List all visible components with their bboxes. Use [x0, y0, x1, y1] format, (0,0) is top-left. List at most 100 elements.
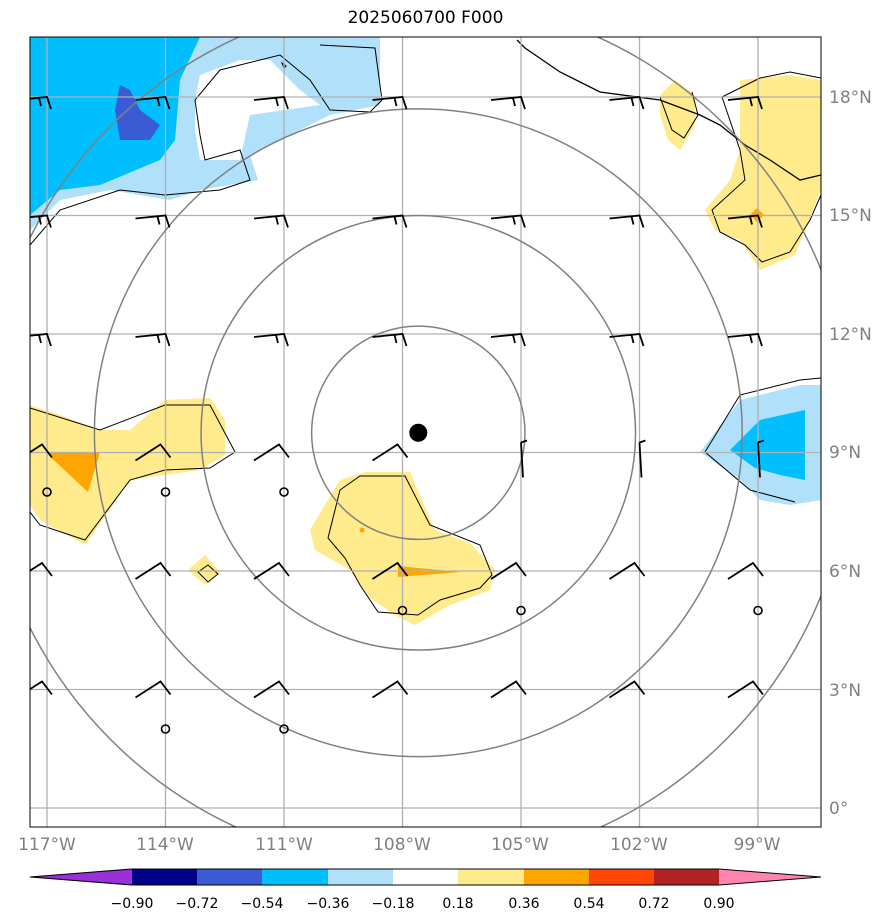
lon-label: 105°W: [491, 835, 549, 855]
wind-barb: [253, 443, 290, 462]
longitude-labels: 117°W 114°W 111°W 108°W 105°W 102°W 99°W: [18, 835, 781, 855]
wind-barb: [30, 214, 52, 228]
wind-barb: [30, 333, 52, 347]
wind-barb: [135, 443, 172, 462]
anomaly-contours: [30, 44, 821, 616]
wind-barb: [30, 561, 53, 577]
lat-label: 12°N: [829, 325, 872, 345]
wind-barb: [372, 333, 408, 347]
wind-barb: [609, 561, 646, 580]
calm-wind-circle: [42, 487, 52, 497]
wind-barb: [30, 443, 53, 459]
range-ring: [93, 108, 743, 758]
wind-barb: [727, 561, 764, 580]
wind-barbs: [30, 96, 765, 734]
wind-barb: [135, 333, 171, 347]
wind-barb: [253, 96, 289, 110]
wind-barb: [372, 561, 409, 580]
lon-label: 108°W: [373, 835, 431, 855]
wind-barb: [372, 443, 409, 462]
lat-label: 3°N: [829, 681, 861, 701]
plot-area: [30, 37, 821, 827]
map-title: 2025060700 F000: [347, 8, 504, 28]
wind-barb: [490, 333, 526, 347]
lat-label: 15°N: [829, 206, 872, 226]
wind-barb: [135, 680, 172, 699]
colorbar-tick-label: −0.36: [307, 896, 350, 912]
wind-barb: [253, 214, 289, 228]
wind-barb: [372, 680, 409, 699]
colorbar-segment: [589, 869, 654, 885]
colorbar-tick-label: 0.72: [638, 896, 669, 912]
wind-barb: [727, 333, 763, 347]
wind-barb: [609, 680, 646, 699]
lat-label: 9°N: [829, 443, 861, 463]
calm-wind-circle: [160, 487, 171, 497]
lon-label: 102°W: [610, 835, 668, 855]
wind-barb: [253, 333, 289, 347]
colorbar-tick-label: −0.18: [372, 896, 415, 912]
wind-barb: [609, 214, 645, 228]
wind-barb: [490, 561, 527, 580]
wind-barb: [490, 96, 526, 110]
colorbar-tick-label: −0.72: [176, 896, 219, 912]
coastline: [516, 39, 821, 181]
wind-barb: [609, 96, 645, 110]
calm-wind-circle: [160, 724, 171, 734]
wind-barb: [30, 96, 52, 110]
storm-center-marker: [409, 423, 428, 442]
colorbar: [29, 868, 822, 886]
wind-barb: [757, 439, 765, 478]
range-ring: [200, 214, 637, 651]
calm-wind-circle: [397, 605, 408, 616]
wind-barb: [253, 680, 290, 699]
lat-label: 18°N: [829, 88, 872, 108]
colorbar-tick-label: 0.90: [703, 896, 734, 912]
lat-label: 6°N: [829, 562, 861, 582]
wind-barb: [135, 214, 171, 228]
wind-barb: [30, 680, 53, 696]
plot-frame: [29, 36, 822, 828]
calm-wind-circle: [516, 605, 526, 616]
colorbar-tick-label: 0.36: [508, 896, 539, 912]
negative-anomaly-nw: [30, 37, 380, 230]
calm-wind-circle: [753, 605, 763, 616]
wind-barb: [727, 680, 764, 699]
lon-label: 111°W: [255, 835, 313, 855]
colorbar-segment: [262, 869, 328, 885]
colorbar-segment: [197, 869, 262, 885]
calm-wind-circle: [279, 487, 289, 497]
colorbar-segment: [132, 869, 197, 885]
wind-barb: [520, 439, 528, 478]
wind-barb: [727, 96, 763, 110]
colorbar-segment: [393, 869, 458, 885]
colorbar-tick-label: 0.54: [573, 896, 604, 912]
colorbar-segment: [30, 869, 132, 885]
wind-barb: [372, 214, 408, 228]
colorbar-tick-label: 0.18: [442, 896, 473, 912]
wind-barb: [135, 96, 171, 110]
colorbar-outline: [29, 868, 822, 886]
lon-label: 117°W: [18, 835, 76, 855]
wind-barb: [135, 561, 172, 580]
wind-barb: [638, 439, 646, 478]
wind-barb: [490, 214, 526, 228]
colorbar-segment: [719, 869, 821, 885]
calm-wind-circle: [279, 724, 289, 734]
wind-barb: [490, 680, 527, 699]
wind-barb: [609, 333, 645, 347]
colorbar-segment: [524, 869, 589, 885]
colorbar-tick-labels: −0.90 −0.72 −0.54 −0.36 −0.18 0.18 0.36 …: [111, 896, 735, 912]
lon-label: 114°W: [136, 835, 194, 855]
range-rings: [30, 37, 821, 827]
wind-barb: [727, 214, 763, 228]
colorbar-segment: [328, 869, 393, 885]
lat-label: 0°: [829, 799, 848, 819]
range-ring: [310, 325, 526, 541]
colorbar-tick-label: −0.90: [111, 896, 154, 912]
wind-barb: [253, 561, 290, 580]
wind-barb: [372, 96, 408, 110]
colorbar-segment: [654, 869, 719, 885]
positive-anomaly-w: [30, 398, 225, 585]
